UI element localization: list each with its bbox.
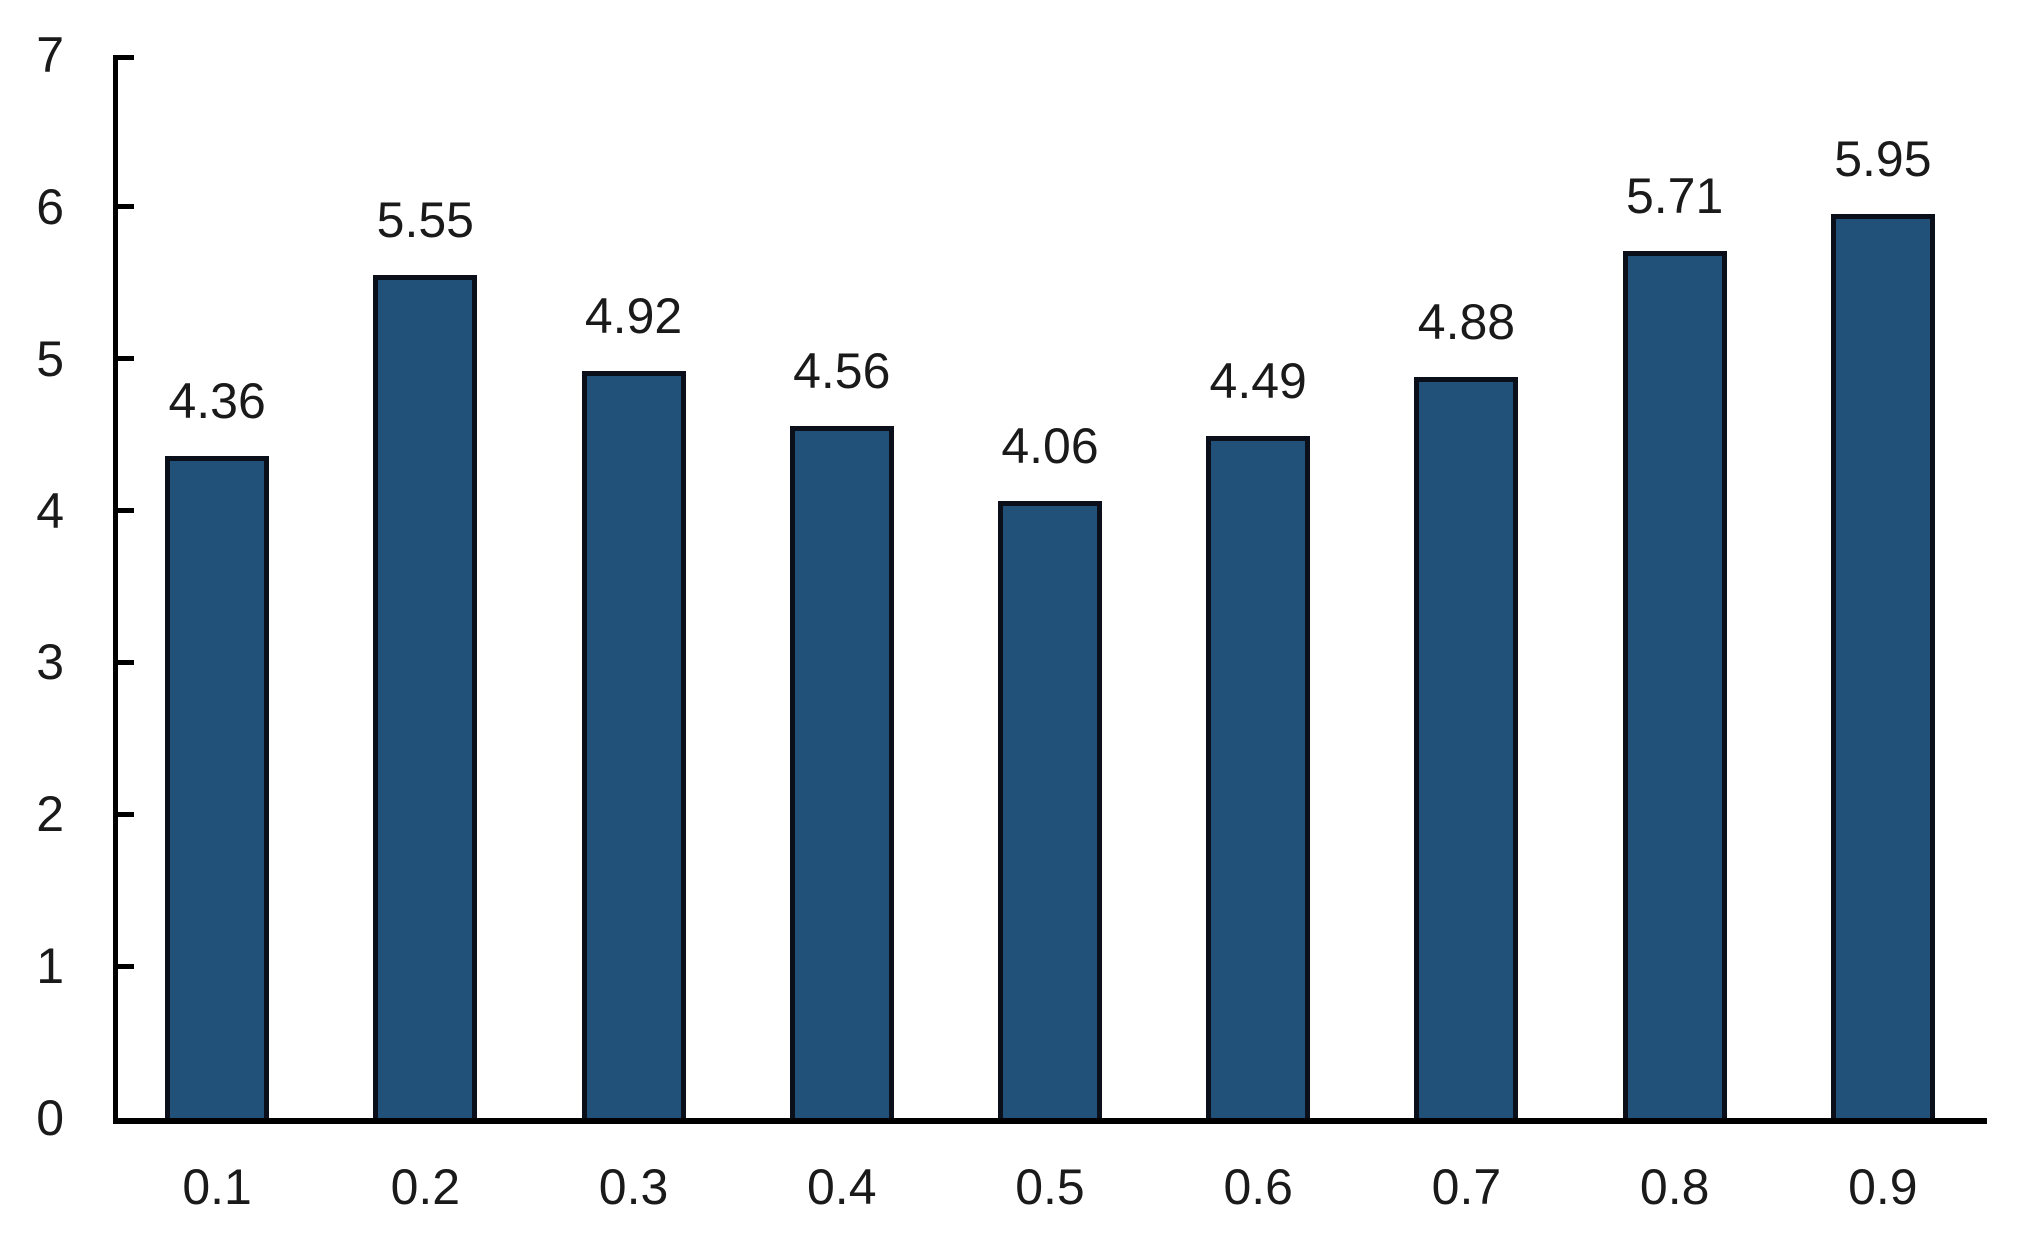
x-axis-tick-label: 0.7 xyxy=(1431,1159,1502,1215)
bar-0.5 xyxy=(998,501,1102,1118)
y-axis-tick-label: 1 xyxy=(36,938,64,995)
y-tick-1 xyxy=(118,963,134,969)
bar-0.1 xyxy=(165,455,270,1118)
y-axis-tick-label: 3 xyxy=(36,634,64,691)
data-label-0.7: 4.88 xyxy=(1417,293,1516,350)
bar-0.3 xyxy=(581,370,686,1118)
bar-0.7 xyxy=(1414,376,1519,1118)
data-label-0.6: 4.49 xyxy=(1209,353,1307,410)
y-axis-tick-label: 4 xyxy=(36,482,64,539)
bar-0.9 xyxy=(1830,214,1935,1118)
y-axis-tick-label: 7 xyxy=(36,27,64,83)
y-tick-4 xyxy=(118,508,134,514)
data-label-0.9: 5.95 xyxy=(1834,131,1932,188)
y-axis-tick-label: 0 xyxy=(36,1090,64,1146)
y-tick-6 xyxy=(118,204,134,210)
bar-0.8 xyxy=(1622,250,1727,1118)
data-label-0.2: 5.55 xyxy=(376,192,474,249)
data-label-0.8: 5.71 xyxy=(1625,167,1724,224)
y-axis-tick-label: 5 xyxy=(36,330,64,387)
x-axis-tick-label: 0.4 xyxy=(807,1159,877,1215)
data-label-0.3: 4.92 xyxy=(584,287,683,344)
x-axis-tick-label: 0.1 xyxy=(182,1159,252,1215)
y-axis-tick-label: 2 xyxy=(36,786,64,843)
y-tick-3 xyxy=(118,659,134,665)
data-label-0.1: 4.36 xyxy=(168,372,266,429)
data-label-0.5: 4.06 xyxy=(1001,418,1099,475)
y-tick-5 xyxy=(118,356,134,362)
x-axis-tick-label: 0.2 xyxy=(390,1159,461,1215)
x-axis-tick-label: 0.5 xyxy=(1015,1159,1085,1215)
x-axis-tick-label: 0.8 xyxy=(1639,1159,1710,1215)
bar-0.4 xyxy=(789,425,894,1118)
x-axis-tick-label: 0.6 xyxy=(1223,1159,1293,1215)
data-label-0.4: 4.56 xyxy=(793,342,891,399)
y-axis-tick-label: 6 xyxy=(36,178,64,235)
y-tick-2 xyxy=(118,811,134,817)
bar-0.6 xyxy=(1206,436,1311,1118)
y-tick-7 xyxy=(118,55,134,60)
y-axis-line xyxy=(113,55,118,1124)
x-axis-tick-label: 0.3 xyxy=(598,1159,669,1215)
bar-0.2 xyxy=(373,275,478,1118)
x-axis-line xyxy=(113,1118,1987,1124)
x-axis-tick-label: 0.9 xyxy=(1848,1159,1918,1215)
